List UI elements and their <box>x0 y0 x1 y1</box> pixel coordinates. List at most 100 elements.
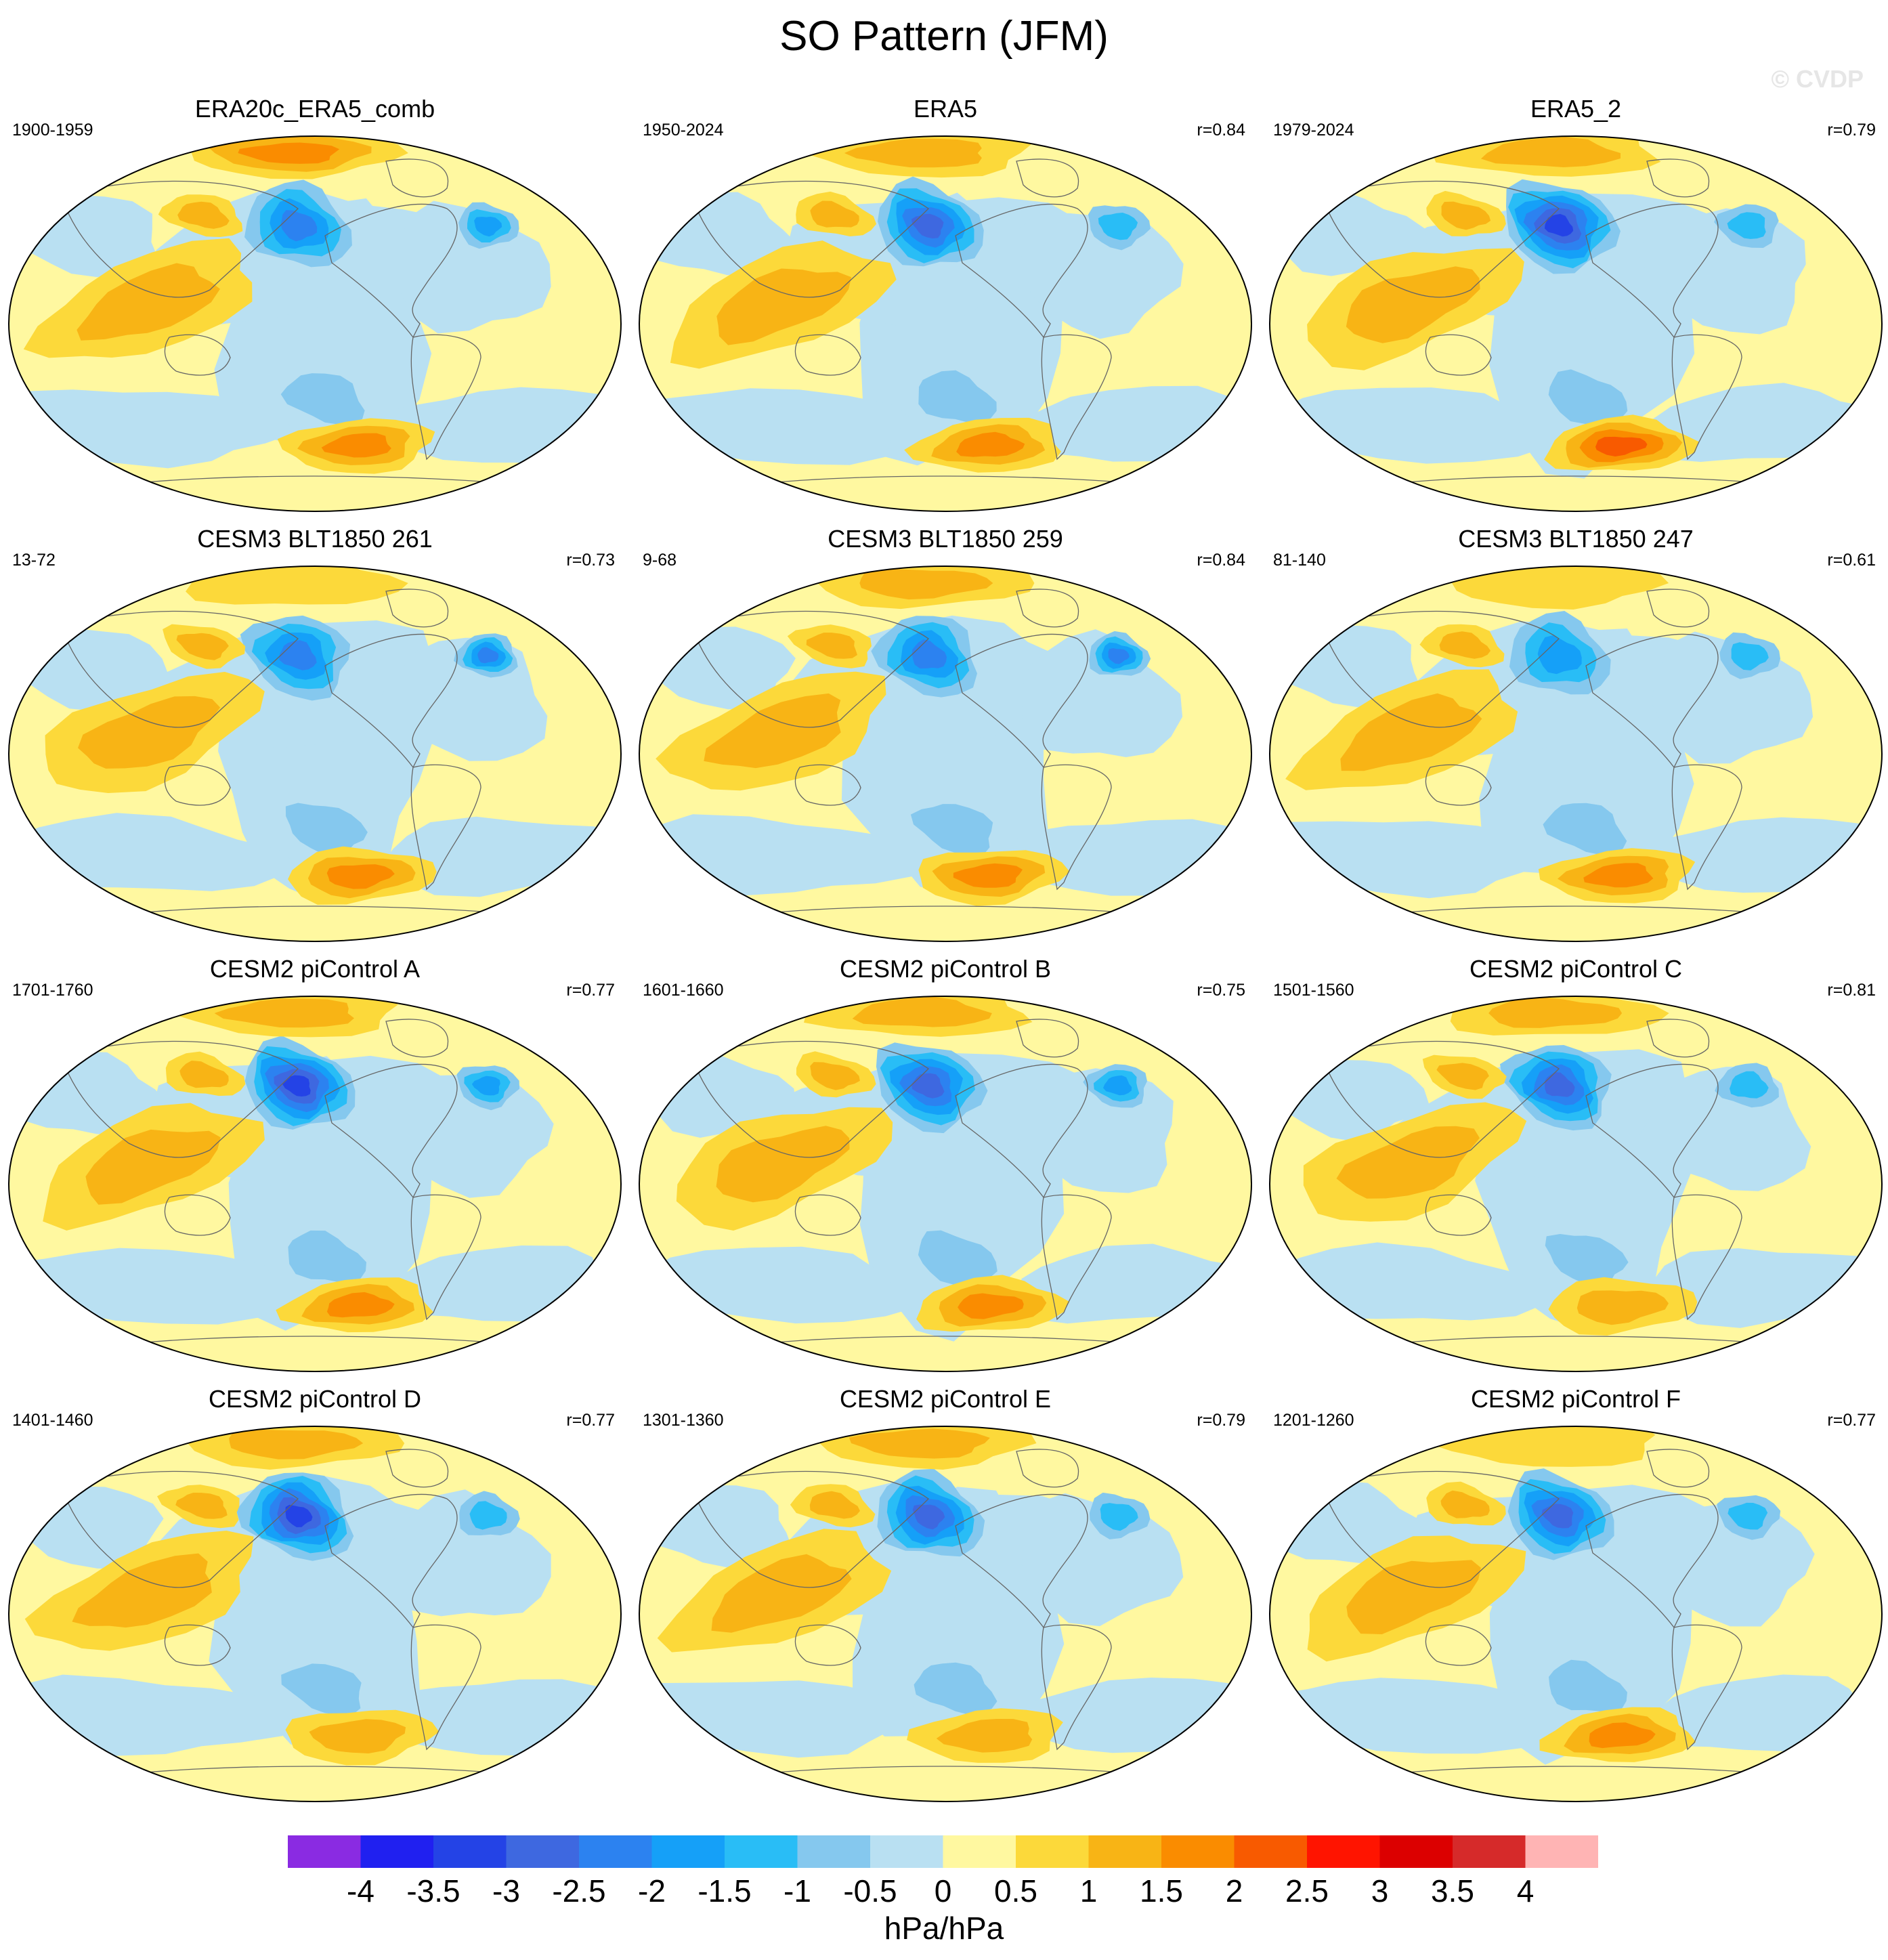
map-panel: CESM3 BLT1850 259 9-68 r=0.84 <box>630 525 1260 952</box>
panel-years: 1900-1959 <box>12 121 93 140</box>
coast-south-america <box>1671 1624 1742 1751</box>
asia-positive-region-2 <box>809 1491 860 1519</box>
coast-south-america <box>1041 334 1112 461</box>
colorbar-swatch <box>943 1835 1016 1868</box>
south-pacific-minor-low <box>1548 369 1628 425</box>
south-pacific-high-2 <box>1576 1290 1669 1325</box>
coast-asia <box>60 1040 299 1158</box>
colorbar-swatch <box>725 1835 798 1868</box>
pattern-map <box>8 996 622 1372</box>
map-border <box>639 1426 1252 1802</box>
colorbar-tick-label: 1.5 <box>1140 1873 1183 1909</box>
coast-south-america <box>410 1624 481 1751</box>
coastlines <box>691 1019 1166 1347</box>
colorbar-tick-label: -3.5 <box>406 1873 460 1909</box>
aleutian-low-6 <box>1544 213 1574 237</box>
coast-greenland <box>385 158 449 198</box>
coastlines <box>60 158 536 487</box>
arctic-high-1 <box>1444 566 1669 610</box>
coast-greenland <box>385 1019 449 1058</box>
south-pacific-high-3 <box>326 864 395 889</box>
indo-australian-high-2 <box>1340 693 1482 771</box>
coast-greenland <box>1646 1449 1710 1488</box>
coast-australia <box>1425 1624 1492 1666</box>
panel-years: 9-68 <box>643 551 677 570</box>
coast-australia <box>1425 334 1492 376</box>
south-pacific-high-3 <box>1583 863 1654 888</box>
panel-title: CESM2 piControl F <box>1470 1385 1681 1413</box>
south-pacific-minor-low <box>288 1230 366 1283</box>
north-atlantic-negative-region <box>391 1489 551 1617</box>
south-pacific-high-3 <box>953 863 1023 888</box>
colorbar-swatch <box>1525 1835 1598 1868</box>
map-panel: ERA20c_ERA5_comb 1900-1959 <box>0 95 630 521</box>
map-fields <box>1270 1426 1882 1802</box>
south-pacific-high-2 <box>309 1719 406 1753</box>
coastlines <box>1321 589 1797 917</box>
north-atlantic-low-2 <box>1727 212 1766 239</box>
coast-asia <box>1321 610 1560 728</box>
colorbar-tick-label: 2 <box>1226 1873 1243 1909</box>
indo-australian-high-2 <box>77 263 220 341</box>
coast-north-america <box>324 1063 458 1199</box>
panel-title: CESM3 BLT1850 259 <box>828 525 1063 553</box>
coast-australia <box>1425 764 1492 806</box>
coast-asia <box>1321 1470 1560 1588</box>
map-panel: CESM2 piControl C 1501-1560 r=0.81 <box>1261 955 1888 1382</box>
north-atlantic-negative-region <box>1018 212 1184 339</box>
map-border <box>1269 1426 1883 1802</box>
map-border <box>8 135 622 512</box>
asia-positive-region-2 <box>810 1062 860 1090</box>
panel-years: 1501-1560 <box>1273 981 1354 1000</box>
coastlines <box>1321 1019 1797 1347</box>
arctic-high-3 <box>238 142 340 164</box>
coast-greenland <box>1016 1449 1079 1488</box>
coast-north-america <box>324 1493 458 1629</box>
coast-north-america <box>955 633 1088 769</box>
panel-correlation: r=0.84 <box>1197 551 1245 570</box>
coastlines <box>691 589 1166 917</box>
panel-title: CESM2 piControl C <box>1469 955 1683 983</box>
map-fields <box>1270 996 1882 1371</box>
coast-south-america <box>1041 1194 1112 1321</box>
panel-correlation: r=0.79 <box>1197 1411 1245 1430</box>
colorbar-swatch <box>797 1835 870 1868</box>
coast-australia <box>164 1194 231 1236</box>
asia-positive-region-2 <box>179 1061 229 1088</box>
pattern-map <box>8 135 622 512</box>
colorbar-swatch <box>651 1835 725 1868</box>
colorbar-tick-label: 0 <box>935 1873 952 1909</box>
coast-greenland <box>1016 158 1079 198</box>
panel-title: CESM3 BLT1850 247 <box>1458 525 1694 553</box>
coast-south-america <box>410 334 481 461</box>
coast-antarctica <box>738 1766 1166 1777</box>
south-pacific-high-3 <box>326 1292 395 1318</box>
map-fields <box>9 996 621 1371</box>
north-atlantic-low-3 <box>471 1075 500 1096</box>
panel-years: 1950-2024 <box>643 121 724 140</box>
coast-asia <box>691 180 930 298</box>
panel-correlation: r=0.77 <box>1827 1411 1876 1430</box>
north-atlantic-low-2 <box>1098 213 1138 240</box>
colorbar-tick-label: 4 <box>1517 1873 1535 1909</box>
south-pacific-minor-low <box>285 803 368 857</box>
coast-australia <box>164 334 231 376</box>
coast-australia <box>164 1624 231 1666</box>
panel-title: CESM2 piControl D <box>208 1385 422 1413</box>
colorbar-tick-label: -2.5 <box>552 1873 605 1909</box>
indo-australian-high-2 <box>716 268 852 345</box>
panel-correlation: r=0.73 <box>566 551 615 570</box>
coast-south-america <box>1041 764 1112 891</box>
southern-ocean-negative-west <box>9 813 295 891</box>
map-panel: CESM3 BLT1850 247 81-140 r=0.61 <box>1261 525 1888 952</box>
asia-positive-region-2 <box>806 633 857 659</box>
panel-correlation: r=0.61 <box>1827 551 1876 570</box>
colorbar-units: hPa/hPa <box>884 1911 1004 1946</box>
coast-antarctica <box>1369 1336 1797 1347</box>
panel-title: CESM2 piControl E <box>839 1385 1052 1413</box>
colorbar-tick-label: -2 <box>638 1873 666 1909</box>
coastlines <box>60 1019 536 1347</box>
panel-correlation: r=0.81 <box>1827 981 1876 1000</box>
asia-positive-region-2 <box>1440 1490 1490 1518</box>
colorbar-swatch <box>579 1835 652 1868</box>
